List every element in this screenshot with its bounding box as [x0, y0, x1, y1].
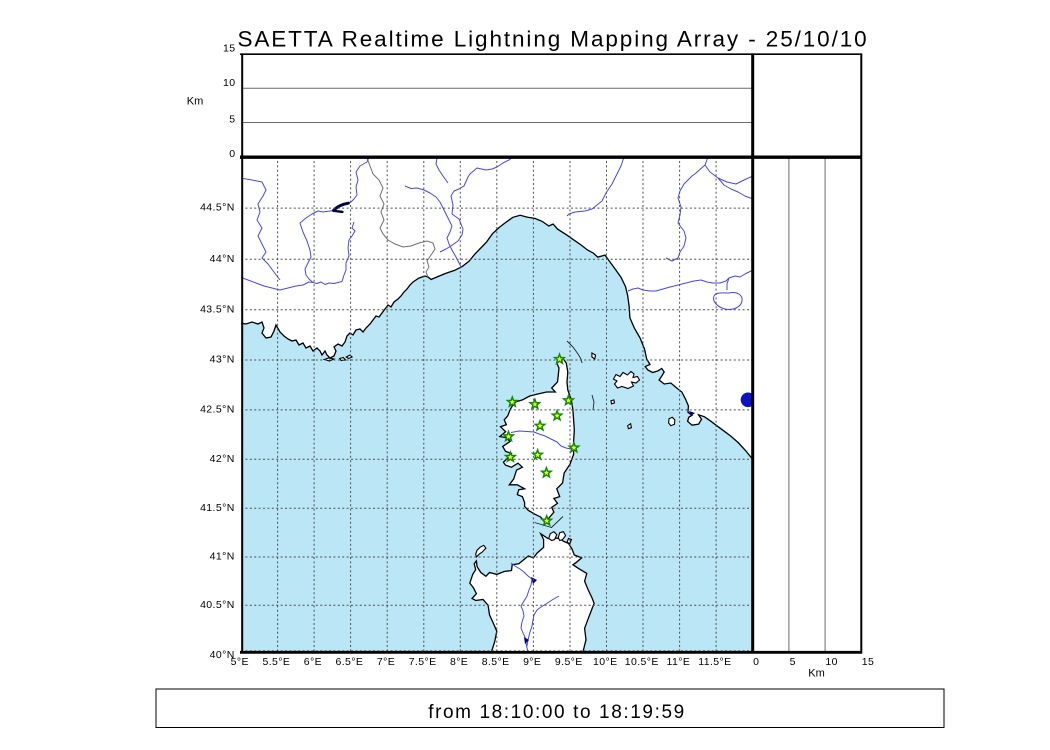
svg-text:43°N: 43°N [210, 354, 235, 366]
svg-text:41.5°N: 41.5°N [200, 502, 235, 514]
svg-text:6.5°E: 6.5°E [335, 656, 363, 668]
svg-text:5°E: 5°E [231, 656, 249, 668]
svg-text:9.5°E: 9.5°E [555, 656, 583, 668]
svg-text:41°N: 41°N [210, 551, 235, 563]
svg-text:11.5°E: 11.5°E [698, 656, 731, 668]
svg-text:6°E: 6°E [304, 656, 322, 668]
svg-text:10°E: 10°E [593, 656, 617, 668]
svg-text:Km: Km [187, 96, 204, 108]
svg-text:5: 5 [229, 113, 235, 125]
svg-text:5: 5 [790, 656, 796, 668]
svg-text:11°E: 11°E [667, 656, 691, 668]
svg-text:from 18:10:00 to 18:19:59: from 18:10:00 to 18:19:59 [428, 702, 686, 723]
svg-text:15: 15 [223, 42, 235, 54]
svg-text:8.5°E: 8.5°E [482, 656, 510, 668]
svg-text:10: 10 [223, 77, 235, 89]
svg-text:9°E: 9°E [523, 656, 541, 668]
svg-text:10: 10 [825, 656, 837, 668]
svg-text:0: 0 [229, 148, 235, 160]
svg-text:15: 15 [862, 656, 874, 668]
svg-text:SAETTA Realtime Lightning Mapp: SAETTA Realtime Lightning Mapping Array … [237, 27, 868, 52]
svg-text:42.5°N: 42.5°N [200, 404, 235, 416]
svg-text:10.5°E: 10.5°E [625, 656, 659, 668]
svg-text:7.5°E: 7.5°E [409, 656, 437, 668]
svg-text:8°E: 8°E [450, 656, 468, 668]
svg-text:40.5°N: 40.5°N [200, 599, 235, 611]
svg-text:44°N: 44°N [210, 253, 235, 265]
svg-text:40°N: 40°N [210, 649, 235, 661]
svg-text:0: 0 [753, 656, 759, 668]
svg-text:42°N: 42°N [210, 453, 235, 465]
svg-text:7°E: 7°E [377, 656, 395, 668]
svg-text:43.5°N: 43.5°N [200, 303, 235, 315]
svg-text:44.5°N: 44.5°N [200, 202, 235, 214]
svg-text:5.5°E: 5.5°E [262, 656, 290, 668]
svg-text:Km: Km [808, 668, 825, 680]
